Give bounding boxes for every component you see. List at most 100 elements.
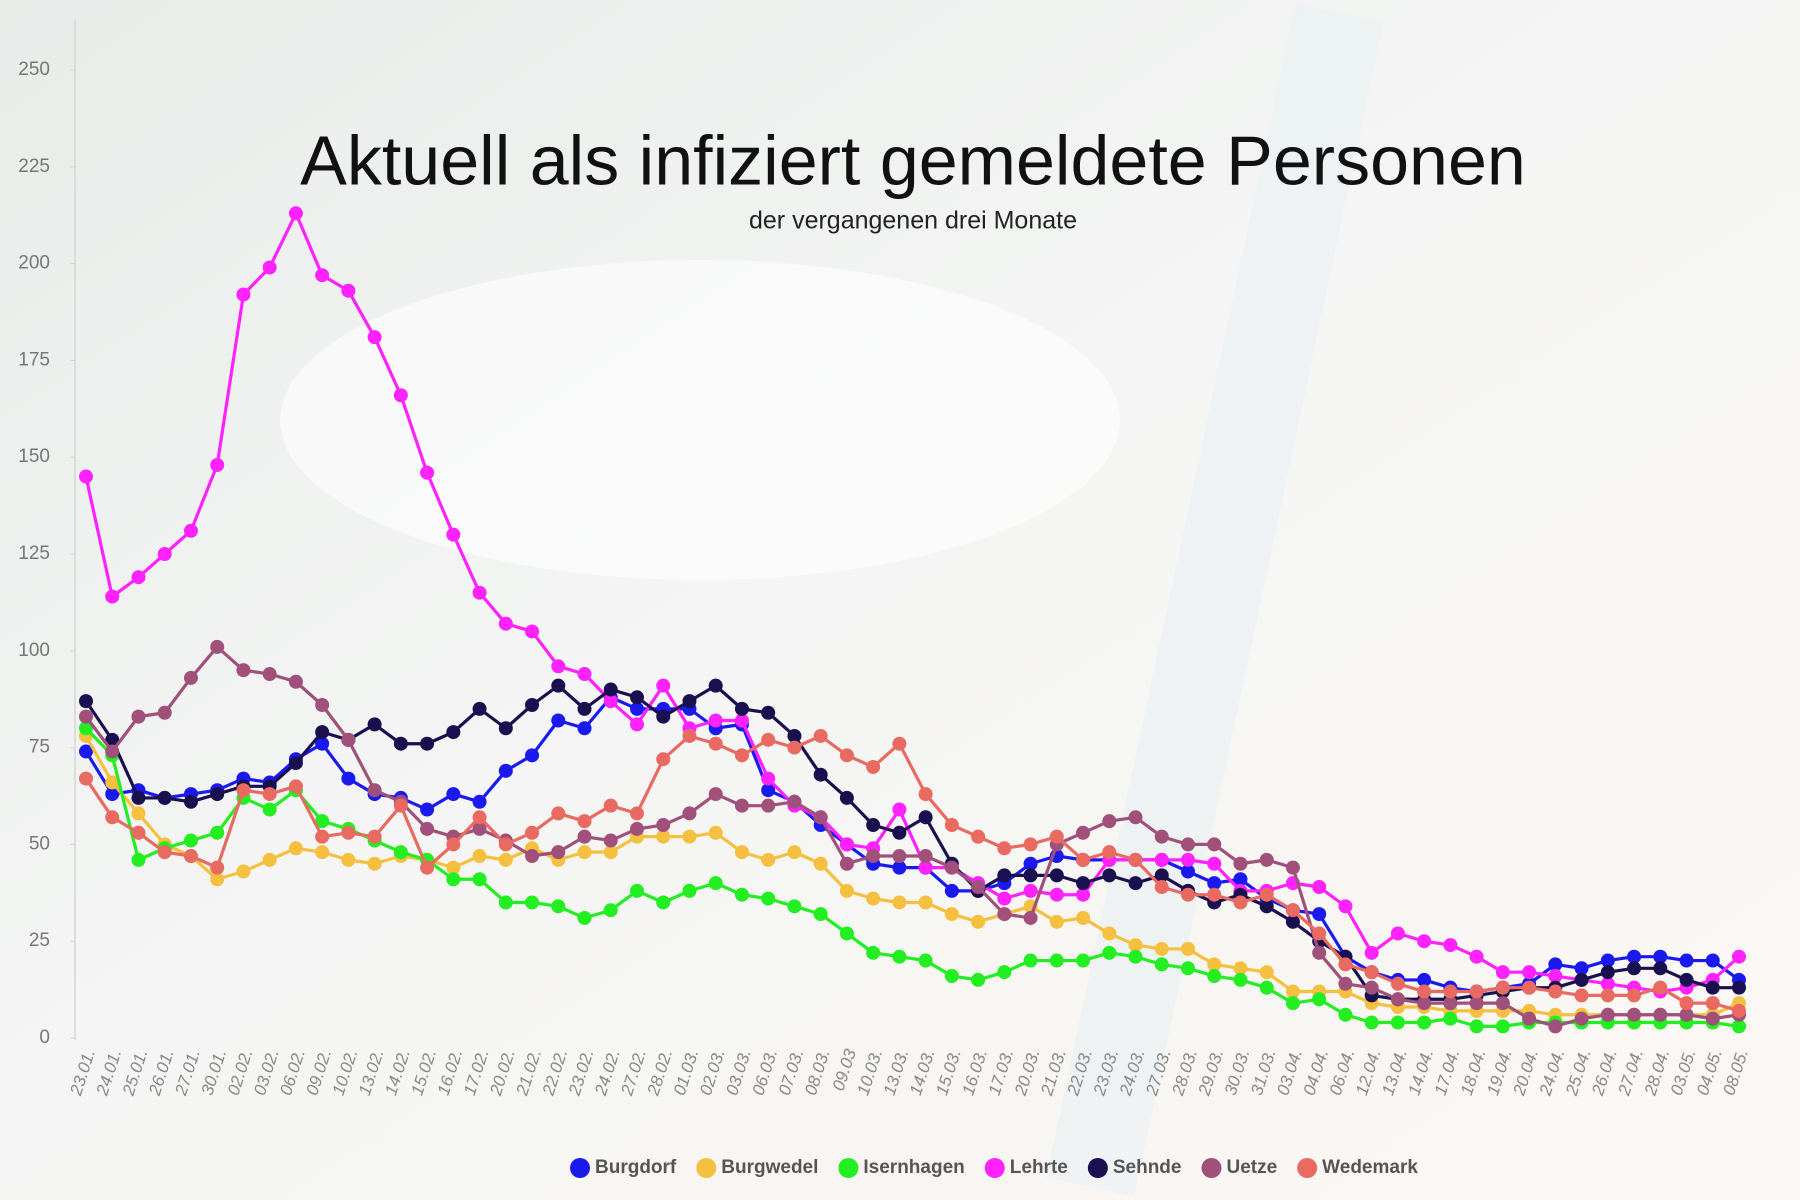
data-point [105,744,120,759]
data-point [656,752,671,767]
data-point [944,818,959,833]
data-point [472,849,487,864]
data-point [997,841,1012,856]
data-point [1574,1011,1589,1026]
data-point [525,624,540,639]
data-point [420,736,435,751]
data-point [630,717,644,732]
data-point [603,682,618,697]
data-point [1495,996,1510,1011]
data-point [656,895,671,910]
data-point [498,837,513,852]
data-point [446,725,461,740]
data-point [210,860,225,875]
data-point [1653,949,1668,964]
data-point [761,705,776,720]
data-point [839,856,854,871]
data-point [708,678,723,693]
data-point [341,283,356,298]
legend-marker [570,1158,590,1178]
data-point [1207,969,1222,984]
data-point [577,667,592,682]
data-point [315,268,330,283]
data-point [734,887,749,902]
legend-marker [838,1158,859,1178]
data-point [734,798,749,813]
data-point [1049,887,1064,902]
data-point [472,810,487,825]
data-point [288,674,303,689]
data-point [813,810,828,825]
data-point [79,771,93,786]
data-point [787,845,802,860]
y-tick-label: 125 [18,543,50,564]
legend-label: Wedemark [1322,1157,1418,1178]
data-point [761,771,776,786]
data-point [944,883,959,898]
data-point [498,763,513,778]
data-point [997,868,1012,883]
data-point [157,790,172,805]
data-point [1233,972,1248,987]
data-point [1233,856,1248,871]
y-tick-label: 0 [39,1027,50,1048]
y-tick-label: 250 [18,59,50,80]
data-point [577,721,592,736]
data-point [1312,926,1327,941]
data-point [105,810,120,825]
data-point [1600,953,1615,968]
data-point [708,787,723,802]
data-point [525,748,540,763]
data-point [183,670,198,685]
data-point [1417,1015,1432,1030]
data-point [393,388,408,403]
data-point [1522,1011,1537,1026]
data-point [79,469,93,484]
data-point [1417,984,1432,999]
data-point [393,736,408,751]
data-point [1417,934,1432,949]
data-point [315,814,330,829]
data-point [183,523,198,538]
data-point [551,899,566,914]
data-point [1653,1007,1668,1022]
legend-marker [1201,1158,1222,1178]
data-point [1049,868,1064,883]
data-point [1285,903,1300,918]
data-point [1338,957,1353,972]
data-point [183,794,198,809]
data-point [1233,872,1248,887]
data-point [682,728,697,743]
data-point [288,206,303,221]
data-point [131,825,146,840]
data-point [630,701,644,716]
data-point [734,845,749,860]
legend-marker [696,1158,717,1178]
data-point [577,814,592,829]
data-point [603,903,618,918]
data-point [1259,887,1274,902]
data-point [1207,876,1222,891]
data-point [131,570,146,585]
data-point [682,806,697,821]
data-point [1102,845,1117,860]
data-point [420,821,435,836]
data-point [1181,887,1195,902]
data-point [1600,965,1615,980]
data-point [262,852,277,867]
data-point [1049,953,1064,968]
data-point [367,330,382,345]
data-point [210,787,225,802]
y-tick-label: 200 [18,253,50,274]
data-point [1207,957,1222,972]
data-point [944,860,959,875]
data-point [1076,876,1091,891]
data-point [525,849,540,864]
legend-label: Burgwedel [721,1157,818,1178]
data-point [1495,965,1510,980]
data-point [656,829,671,844]
data-point [866,891,881,906]
data-point [1679,1007,1694,1022]
data-point [866,849,881,864]
data-point [1443,938,1458,953]
